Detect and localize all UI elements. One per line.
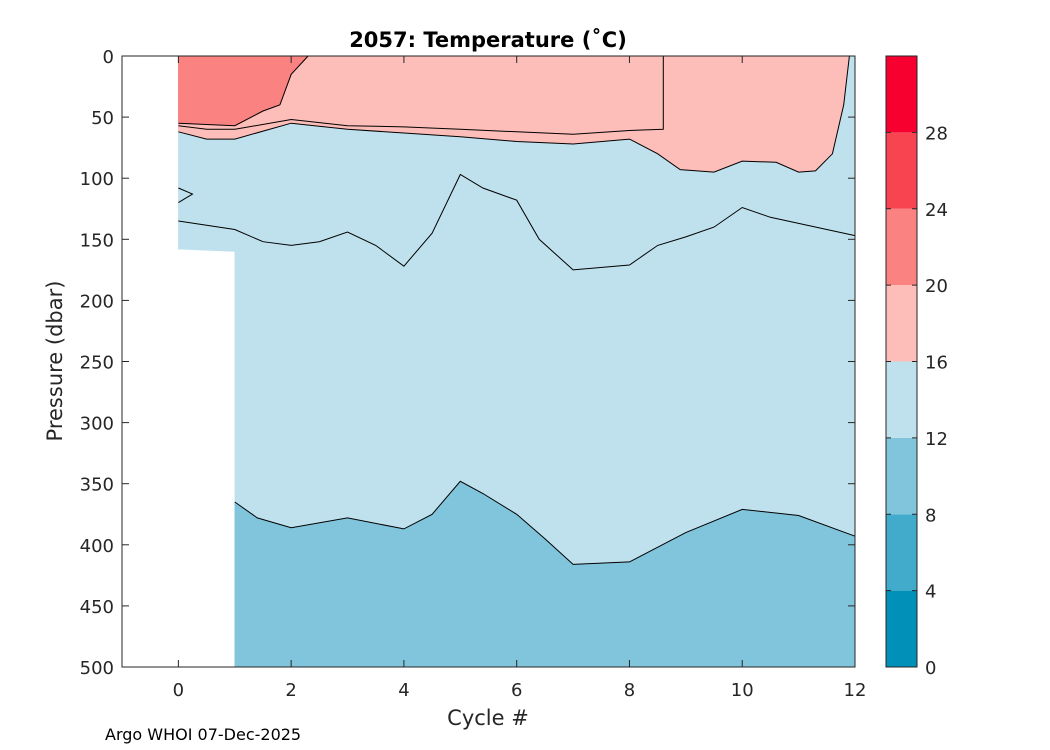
y-tick-label: 350 (80, 475, 114, 496)
y-axis-label: Pressure (dbar) (43, 281, 67, 442)
contour-line-20-0 (178, 55, 309, 127)
contour-lines (178, 55, 856, 565)
colorbar-band (886, 132, 917, 209)
colorbar-tick-label: 0 (925, 658, 936, 679)
x-tick-label: 8 (624, 680, 635, 701)
y-tick-label: 300 (80, 414, 114, 435)
x-tick-label: 2 (285, 680, 296, 701)
axis-ticks: 0 2 4 6 8 10 12 0 50 100 150 200 250 300 350 400 450 500 (80, 47, 867, 701)
colorbar-band (886, 590, 917, 667)
y-tick-label: 400 (80, 536, 114, 557)
y-tick-label: 450 (80, 597, 114, 618)
colorbar-tick-label: 12 (925, 429, 948, 450)
plot-area (178, 55, 856, 668)
x-tick-label: 4 (398, 680, 409, 701)
colorbar-band (886, 56, 917, 133)
colorbar-tick-label: 28 (925, 123, 948, 144)
colorbar-band (886, 437, 917, 515)
x-tick-label: 12 (844, 680, 867, 701)
contour-line-16-1 (178, 56, 664, 135)
x-axis-label: Cycle # (447, 706, 529, 730)
y-tick-label: 150 (80, 230, 114, 251)
contour-line-12-5 (234, 480, 856, 565)
chart-title: 2057: Temperature (˚C) (349, 28, 627, 52)
y-tick-label: 100 (80, 169, 114, 190)
colorbar-band (886, 208, 917, 286)
colorbar-band (886, 361, 917, 438)
colorbar: 0 4 8 12 16 20 24 28 (885, 55, 948, 679)
contour-line-14-3 (178, 187, 194, 204)
contour-line-14-4 (178, 173, 856, 271)
x-tick-label: 0 (173, 680, 184, 701)
y-tick-label: 500 (80, 658, 114, 679)
colorbar-tick-label: 24 (925, 200, 948, 221)
colorbar-band (886, 514, 917, 591)
y-tick-label: 250 (80, 353, 114, 374)
colorbar-tick-label: 16 (925, 353, 948, 374)
footer-credit: Argo WHOI 07-Dec-2025 (105, 725, 302, 744)
colorbar-tick-label: 4 (925, 582, 936, 603)
y-tick-label: 200 (80, 291, 114, 312)
contour-line-16-2 (178, 55, 850, 173)
y-tick-label: 0 (103, 47, 114, 68)
colorbar-tick-label: 20 (925, 276, 948, 297)
colorbar-tick-label: 8 (925, 505, 936, 526)
x-tick-label: 10 (731, 680, 754, 701)
colorbar-band (886, 285, 917, 362)
x-tick-label: 6 (511, 680, 522, 701)
y-tick-label: 50 (91, 108, 114, 129)
